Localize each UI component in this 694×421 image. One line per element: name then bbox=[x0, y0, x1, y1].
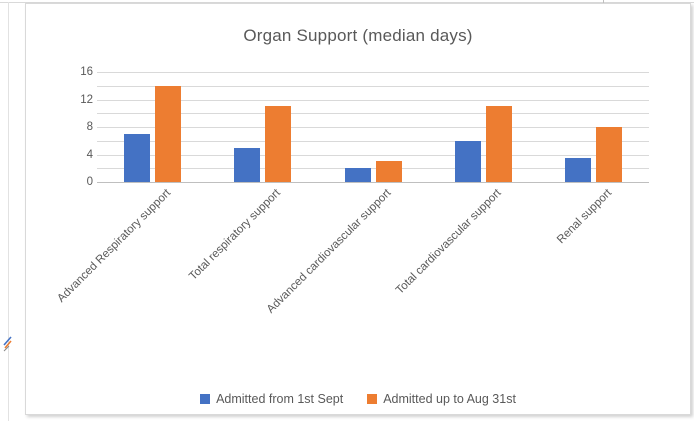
legend-label: Admitted from 1st Sept bbox=[216, 392, 344, 406]
worksheet-gridline-horizontal bbox=[0, 2, 694, 3]
cursor-icon bbox=[2, 336, 13, 352]
gridline bbox=[97, 127, 649, 128]
bar[interactable] bbox=[234, 147, 261, 182]
y-axis-tick-label: 12 bbox=[80, 93, 93, 106]
bar[interactable] bbox=[154, 85, 181, 182]
worksheet-gridline-tick bbox=[603, 0, 604, 4]
gridline bbox=[97, 154, 649, 156]
legend-swatch bbox=[200, 394, 211, 404]
y-axis-tick-label: 0 bbox=[86, 176, 93, 188]
bar[interactable] bbox=[344, 168, 371, 182]
y-axis-tick-label: 16 bbox=[80, 66, 93, 78]
bar[interactable] bbox=[485, 106, 512, 182]
gridline bbox=[97, 99, 649, 101]
chart-frame[interactable]: Organ Support (median days) 0 4 8 12 16 Adva… bbox=[25, 3, 691, 415]
legend: Admitted from 1st Sept Admitted up to Au… bbox=[26, 392, 690, 406]
legend-swatch bbox=[367, 394, 378, 404]
bar[interactable] bbox=[565, 157, 592, 182]
plot-area bbox=[97, 72, 649, 183]
gridline bbox=[97, 113, 649, 115]
legend-item[interactable]: Admitted from 1st Sept bbox=[200, 392, 343, 406]
x-axis-label: Renal support bbox=[555, 187, 615, 247]
chart-title[interactable]: Organ Support (median days) bbox=[243, 26, 473, 45]
gridline bbox=[97, 85, 649, 87]
legend-item[interactable]: Admitted up to Aug 31st bbox=[367, 392, 516, 406]
y-axis-tick-label: 8 bbox=[86, 121, 93, 133]
gridline bbox=[97, 168, 649, 170]
bar[interactable] bbox=[596, 127, 623, 182]
gridline bbox=[97, 140, 649, 142]
bar[interactable] bbox=[123, 133, 150, 182]
bar[interactable] bbox=[265, 106, 292, 182]
bar[interactable] bbox=[375, 161, 402, 182]
x-axis-label: Total respiratory support bbox=[187, 187, 284, 283]
x-axis-label: Advanced cardiovascular support bbox=[264, 187, 394, 316]
worksheet-gridline-vertical bbox=[8, 2, 9, 421]
gridline bbox=[97, 72, 649, 73]
legend-label: Admitted up to Aug 31st bbox=[383, 392, 516, 406]
x-axis-label: Total cardiovascular support bbox=[394, 187, 504, 297]
y-axis: 0 4 8 12 16 bbox=[26, 66, 93, 188]
y-axis-tick-label: 4 bbox=[86, 148, 93, 161]
x-axis-label: Advanced Respiratory support bbox=[54, 187, 173, 305]
bar[interactable] bbox=[454, 140, 481, 182]
